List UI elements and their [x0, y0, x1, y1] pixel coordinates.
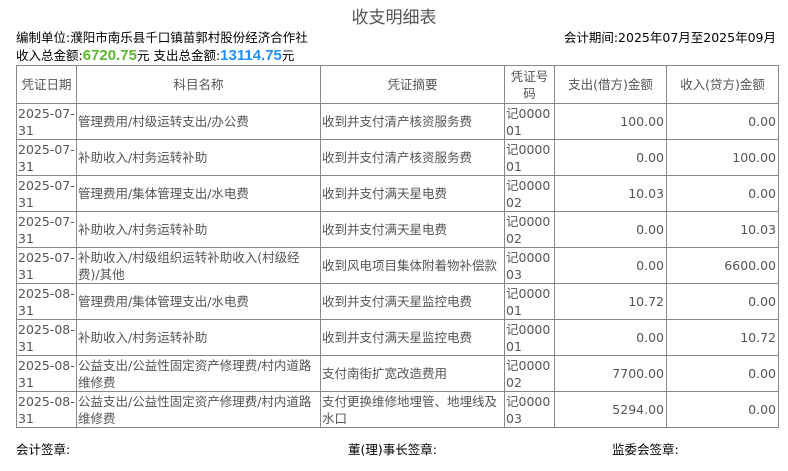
voucher-cell: 记000002 [504, 355, 555, 392]
credit-cell: 10.03 [666, 211, 779, 248]
summary-cell: 支付南街扩宽改造费用 [320, 355, 505, 392]
summary-cell: 收到并支付满天星监控电费 [320, 319, 505, 356]
credit-cell: 6600.00 [666, 247, 779, 284]
date-cell: 2025-08-31 [16, 355, 77, 392]
credit-cell: 0.00 [666, 103, 779, 140]
table-row: 2025-07-31 补助收入/村务运转补助 收到并支付满天星电费 记000002 0.… [16, 211, 779, 248]
debit-cell: 10.03 [554, 175, 667, 212]
account-cell: 补助收入/村务运转补助 [76, 139, 321, 176]
summary-cell: 收到风电项目集体附着物补偿款 [320, 247, 505, 284]
date-cell: 2025-07-31 [16, 103, 77, 140]
table-row: 2025-07-31 管理费用/集体管理支出/水电费 收到并支付满天星电费 记0000… [16, 175, 779, 212]
table-row: 2025-07-31 补助收入/村级组织运转补助收入(村级经费)/其他 收到风电项目… [16, 247, 779, 284]
header-account: 科目名称 [76, 65, 321, 104]
table-row: 2025-08-31 公益支出/公益性固定资产修理费/村内道路维修费 支付更换维修地… [16, 391, 779, 428]
expense-total: 13114.75 [220, 47, 282, 64]
account-cell: 管理费用/集体管理支出/水电费 [76, 283, 321, 320]
accounting-period: 会计期间:2025年07月至2025年09月 [563, 30, 776, 45]
voucher-cell: 记000001 [504, 103, 555, 140]
date-cell: 2025-08-31 [16, 283, 77, 320]
debit-cell: 7700.00 [554, 355, 667, 392]
credit-cell: 0.00 [666, 355, 779, 392]
totals-line: 收入总金额:6720.75元 支出总金额:13114.75元 [16, 45, 294, 64]
credit-cell: 10.72 [666, 319, 779, 356]
debit-cell: 0.00 [554, 211, 667, 248]
table-row: 2025-07-31 管理费用/村级运转支出/办公费 收到并支付清产核资服务费 记00… [16, 103, 779, 140]
credit-cell: 100.00 [666, 139, 779, 176]
voucher-cell: 记000001 [504, 139, 555, 176]
date-cell: 2025-07-31 [16, 211, 77, 248]
debit-cell: 0.00 [554, 139, 667, 176]
account-cell: 补助收入/村务运转补助 [76, 211, 321, 248]
date-cell: 2025-08-31 [16, 391, 77, 428]
debit-cell: 100.00 [554, 103, 667, 140]
credit-cell: 0.00 [666, 283, 779, 320]
account-cell: 补助收入/村务运转补助 [76, 319, 321, 356]
ledger-table: 凭证日期 科目名称 凭证摘要 凭证号码 支出(借方)金额 收入(贷方)金额 2025-07… [16, 65, 779, 428]
header-voucher-no: 凭证号码 [504, 65, 555, 104]
accountant-signature: 会计签章: [16, 442, 71, 457]
voucher-cell: 记000002 [504, 175, 555, 212]
yuan-unit: 元 [136, 48, 150, 63]
debit-cell: 0.00 [554, 319, 667, 356]
summary-cell: 收到并支付清产核资服务费 [320, 139, 505, 176]
account-cell: 管理费用/村级运转支出/办公费 [76, 103, 321, 140]
header-credit: 收入(贷方)金额 [666, 65, 779, 104]
header-date: 凭证日期 [16, 65, 77, 104]
summary-cell: 收到并支付清产核资服务费 [320, 103, 505, 140]
table-row: 2025-08-31 公益支出/公益性固定资产修理费/村内道路维修费 支付南街扩宽改… [16, 355, 779, 392]
preparing-unit: 编制单位:濮阳市南乐县千口镇苗郭村股份经济合作社 [16, 30, 308, 45]
income-label: 收入总金额: [16, 48, 83, 63]
debit-cell: 0.00 [554, 247, 667, 284]
date-cell: 2025-08-31 [16, 319, 77, 356]
date-cell: 2025-07-31 [16, 247, 77, 284]
supervisory-signature: 监委会签章: [612, 442, 679, 457]
summary-cell: 收到并支付满天星电费 [320, 175, 505, 212]
table-row: 2025-07-31 补助收入/村务运转补助 收到并支付清产核资服务费 记000001… [16, 139, 779, 176]
date-cell: 2025-07-31 [16, 175, 77, 212]
credit-cell: 0.00 [666, 391, 779, 428]
income-total: 6720.75 [82, 47, 137, 64]
voucher-cell: 记000001 [504, 283, 555, 320]
header-debit: 支出(借方)金额 [554, 65, 667, 104]
account-cell: 公益支出/公益性固定资产修理费/村内道路维修费 [76, 355, 321, 392]
header-summary: 凭证摘要 [320, 65, 505, 104]
voucher-cell: 记000002 [504, 211, 555, 248]
debit-cell: 5294.00 [554, 391, 667, 428]
summary-cell: 收到并支付满天星电费 [320, 211, 505, 248]
summary-cell: 收到并支付满天星监控电费 [320, 283, 505, 320]
account-cell: 管理费用/集体管理支出/水电费 [76, 175, 321, 212]
chairman-signature: 董(理)事长签章: [348, 442, 437, 457]
table-row: 2025-08-31 补助收入/村务运转补助 收到并支付满天星监控电费 记000001… [16, 319, 779, 356]
voucher-cell: 记000003 [504, 247, 555, 284]
summary-cell: 支付更换维修地埋管、地埋线及水口 [320, 391, 505, 428]
expense-label: 支出总金额: [149, 48, 221, 63]
voucher-cell: 记000003 [504, 391, 555, 428]
table-row: 2025-08-31 管理费用/集体管理支出/水电费 收到并支付满天星监控电费 记00… [16, 283, 779, 320]
debit-cell: 10.72 [554, 283, 667, 320]
date-cell: 2025-07-31 [16, 139, 77, 176]
account-cell: 补助收入/村级组织运转补助收入(村级经费)/其他 [76, 247, 321, 284]
voucher-cell: 记000001 [504, 319, 555, 356]
account-cell: 公益支出/公益性固定资产修理费/村内道路维修费 [76, 391, 321, 428]
credit-cell: 0.00 [666, 175, 779, 212]
page-title: 收支明细表 [351, 8, 437, 28]
yuan-unit: 元 [281, 48, 295, 63]
